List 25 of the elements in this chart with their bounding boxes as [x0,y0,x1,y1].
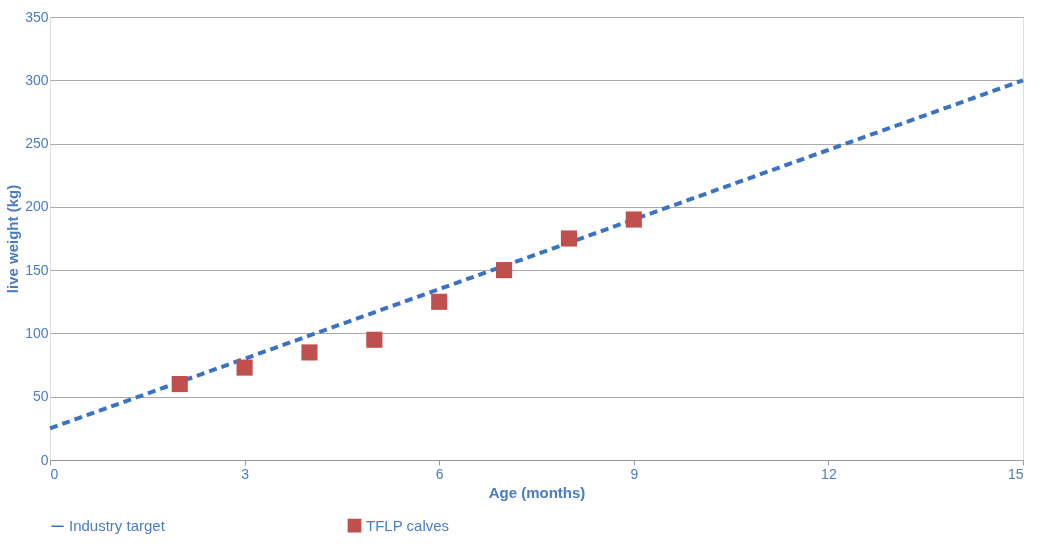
x-axis-title: Age (months) [488,483,586,501]
y-tick-label: 0 [40,451,49,468]
legend-label: TFLP calves [366,516,450,534]
y-tick-label: 200 [25,198,49,215]
y-tick-label: 250 [25,135,49,152]
y-tick-label: 100 [25,324,49,341]
point [236,359,253,376]
y-axis-title: live weight (kg) [4,184,22,294]
point [301,344,318,361]
point [496,262,513,279]
y-tick-label: 300 [25,71,49,88]
x-tick-label: 12 [821,465,837,482]
point [625,211,642,228]
legend-label: Industry target [69,517,166,535]
point [431,293,448,310]
y-tick-label: 150 [25,261,49,278]
x-tick-label: 9 [630,465,639,482]
point [560,230,577,247]
x-tick-label: 6 [435,465,444,482]
y-tick-label: 50 [32,388,49,405]
point [366,331,383,348]
x-tick-label: 15 [1007,465,1024,482]
x-tick-label: 3 [241,465,250,482]
point [171,376,188,393]
y-tick-label: 350 [25,8,49,25]
